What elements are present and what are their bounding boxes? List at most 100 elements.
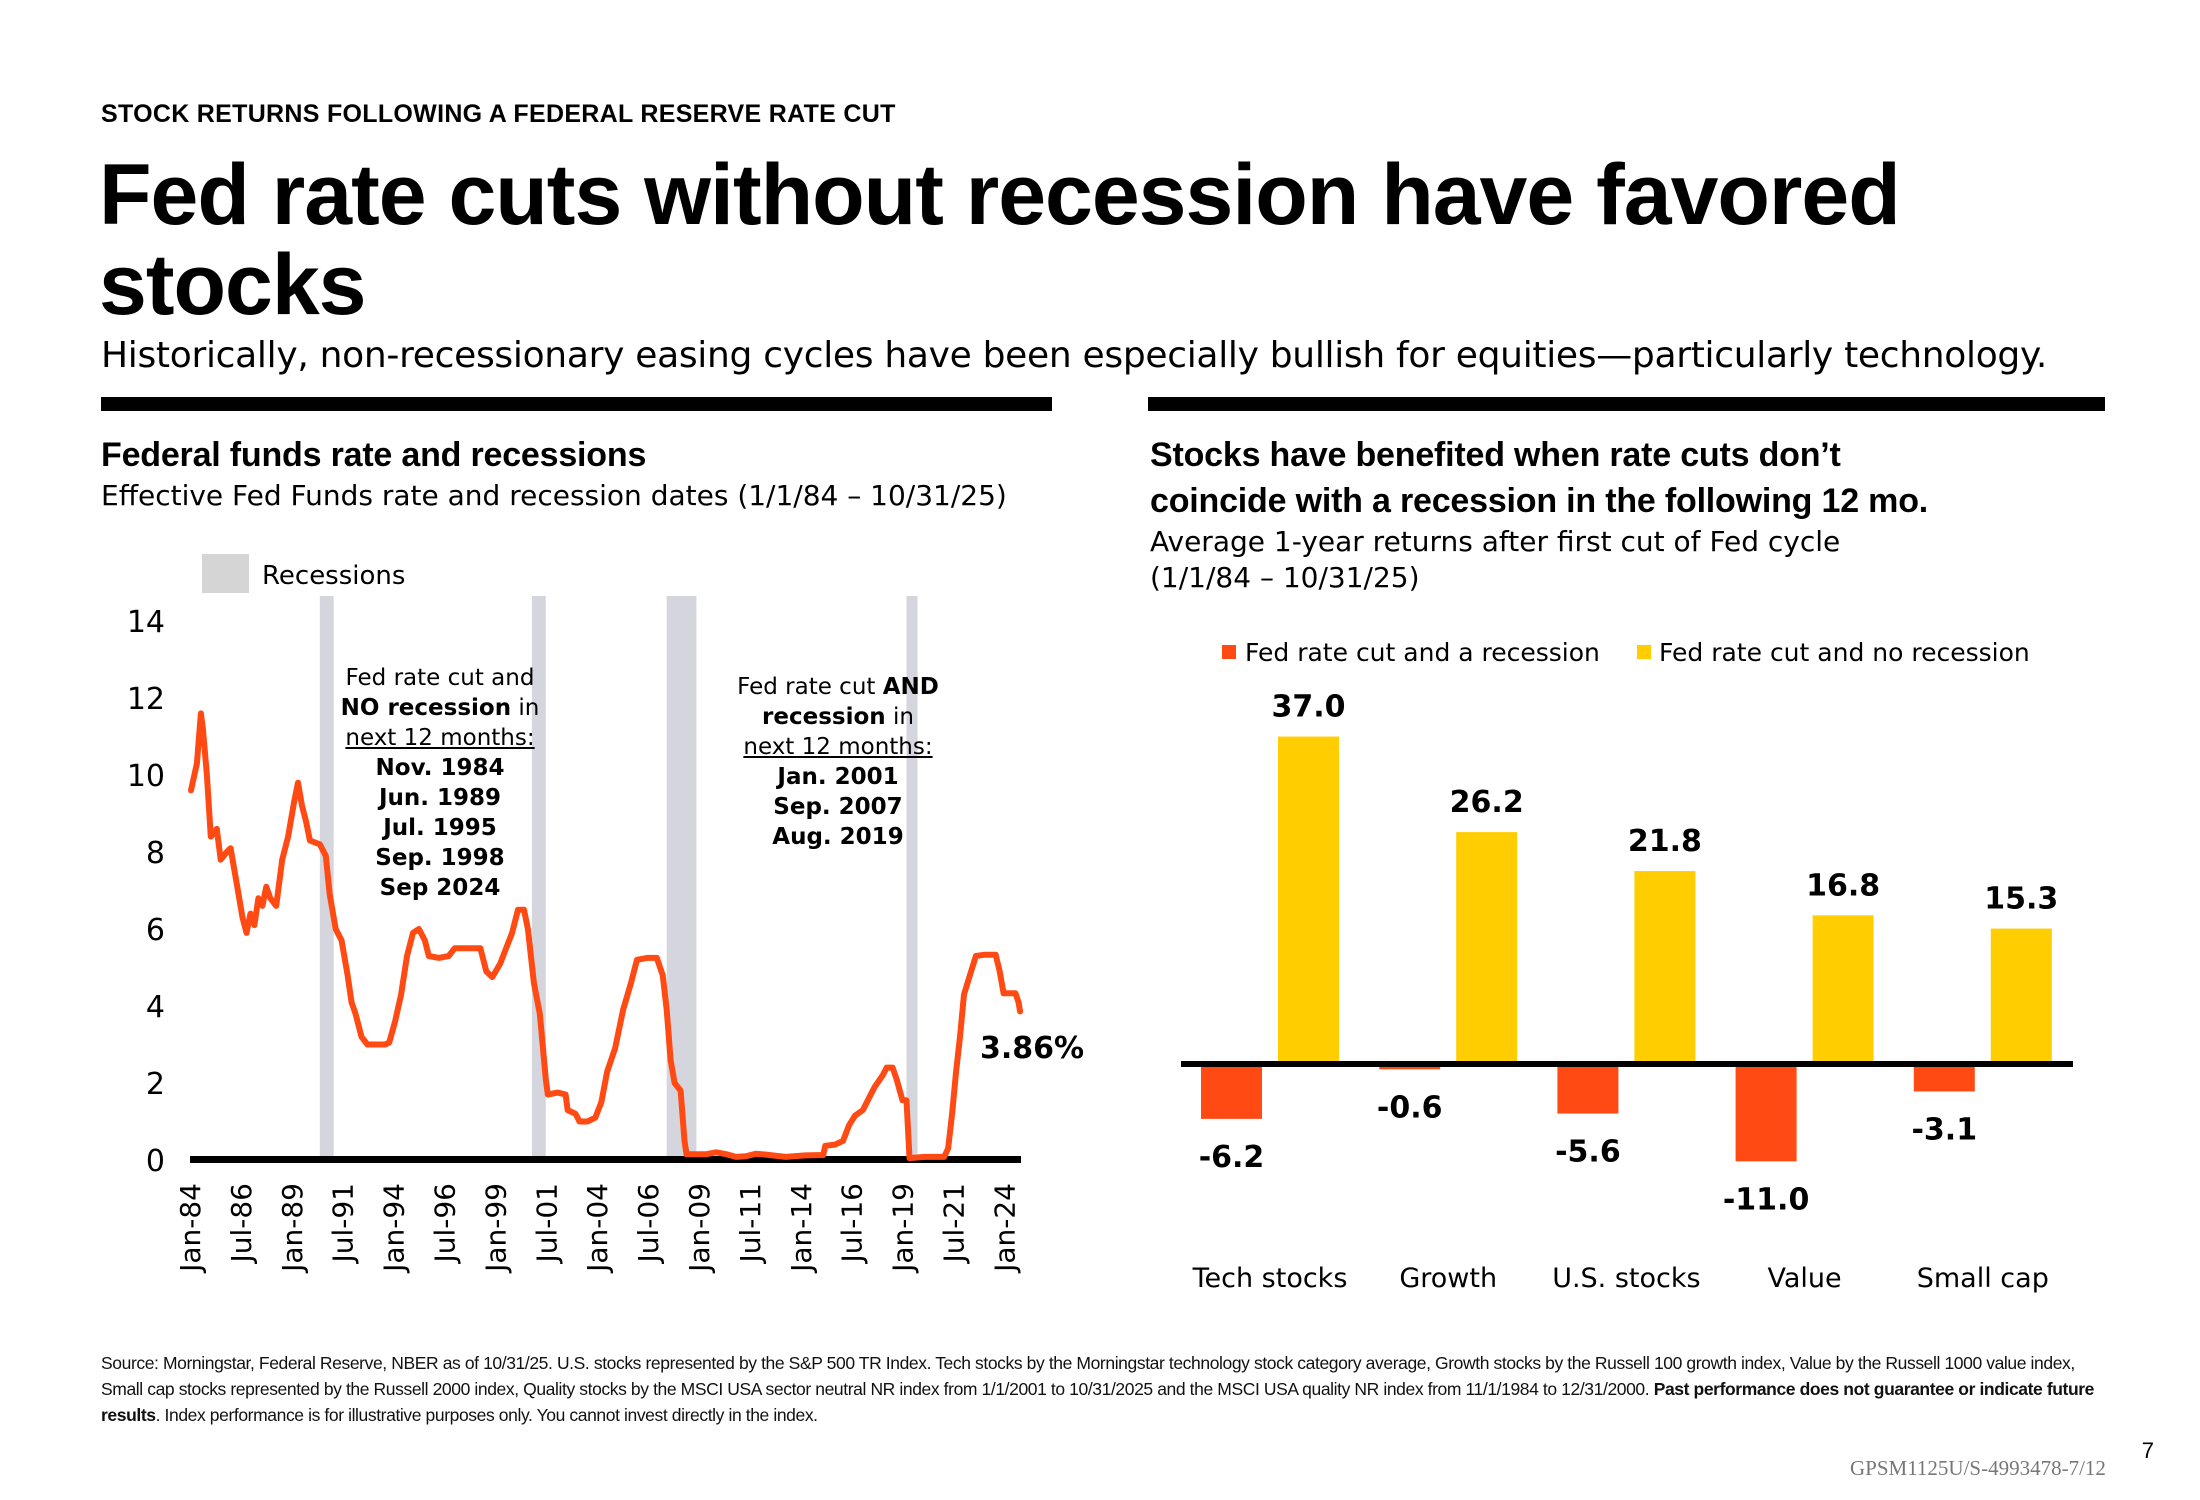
- y-tick-label: 4: [146, 990, 165, 1025]
- bar-no-recession-value-label: 15.3: [1984, 882, 2058, 917]
- annotation-recession-line2: recession in: [708, 702, 968, 732]
- page-title: Fed rate cuts without recession have fav…: [99, 147, 1901, 333]
- x-tick-label: Jan-24: [988, 1183, 1021, 1274]
- category-labels: Tech stocks Growth U.S. stocks Value Small c…: [1192, 1263, 2049, 1294]
- legend-recession-label: Recessions: [262, 561, 405, 591]
- bar-no-recession-value-label: 21.8: [1628, 824, 1702, 859]
- y-tick-label: 2: [146, 1067, 165, 1102]
- annotation-recession-in: in: [885, 704, 914, 730]
- y-tick-label: 12: [127, 682, 165, 717]
- bar-recession-value-label: -3.1: [1911, 1112, 1977, 1147]
- footnote-text: Source: Morningstar, Federal Reserve, NB…: [101, 1353, 2075, 1399]
- x-tick-label: Jul-86: [225, 1183, 258, 1265]
- x-tick-label: Jan-94: [378, 1183, 411, 1274]
- annotation-no-recession-line2: NO recession in: [330, 693, 550, 723]
- annotation-no-recession-line1: Fed rate cut and: [345, 665, 535, 691]
- bar-no-recession-value-label: 26.2: [1450, 785, 1524, 820]
- y-tick-label: 10: [127, 759, 165, 794]
- bar-no-recession-value-label: 37.0: [1271, 690, 1345, 725]
- legend-no-recession-swatch: [1637, 645, 1651, 659]
- x-tick-label: Jan-99: [479, 1183, 512, 1274]
- recession-band: [906, 596, 918, 1160]
- bar-no-recession-value-label: 16.8: [1806, 868, 1880, 903]
- x-tick-label: Jul-06: [632, 1183, 665, 1265]
- x-tick-label: Jul-96: [429, 1183, 462, 1265]
- document-code: GPSM1125U/S-4993478-7/12: [1850, 1456, 2106, 1480]
- x-tick-label: Jan-09: [683, 1183, 716, 1274]
- x-axis-ticks: Jan-84 Jul-86 Jan-89 Jul-91 Jan-94 Jul-96 Jan-…: [174, 1183, 1021, 1274]
- category-label: Value: [1768, 1263, 1842, 1294]
- annotation-no-recession-date: Nov. 1984: [375, 755, 505, 781]
- y-tick-label: 8: [146, 836, 165, 871]
- annotation-recession-line3: next 12 months:: [743, 734, 933, 760]
- x-tick-label: Jan-19: [887, 1183, 920, 1274]
- bar-recession-value-label: -5.6: [1555, 1135, 1621, 1170]
- x-tick-label: Jul-16: [836, 1183, 869, 1265]
- bar-recession-value-label: -6.2: [1199, 1140, 1265, 1175]
- bar-no-recession: [1990, 928, 2052, 1064]
- right-chart-subtitle-line2: (1/1/84 – 10/31/25): [1150, 561, 1420, 594]
- bars: -6.2 37.0 -0.6 26.2 -5.6 21.8 -11.0 16.8 -3.1 15.…: [1199, 690, 2059, 1218]
- category-label: Growth: [1399, 1263, 1497, 1294]
- annotation-recession: Fed rate cut AND recession in next 12 mo…: [708, 672, 968, 852]
- current-rate-label: 3.86%: [980, 1031, 1084, 1066]
- y-tick-label: 0: [146, 1144, 165, 1179]
- bar-recession: [1913, 1064, 1975, 1092]
- page-number: 7: [2141, 1438, 2154, 1463]
- bar-recession: [1735, 1064, 1797, 1162]
- fed-funds-rate-line: [188, 710, 1024, 1162]
- bar-recession-value-label: -11.0: [1723, 1182, 1809, 1217]
- bar-no-recession: [1278, 736, 1339, 1064]
- y-tick-label: 6: [146, 913, 165, 948]
- annotation-no-recession-date: Sep. 1998: [375, 845, 505, 871]
- x-tick-label: Jan-04: [581, 1183, 614, 1274]
- x-tick-label: Jan-89: [276, 1183, 309, 1274]
- legend-recession-swatch: [1222, 645, 1236, 659]
- source-footnote: Source: Morningstar, Federal Reserve, NB…: [101, 1350, 2101, 1428]
- annotation-no-recession: Fed rate cut and NO recession in next 12…: [330, 663, 550, 903]
- x-tick-label: Jul-91: [327, 1183, 360, 1265]
- category-label: Tech stocks: [1192, 1263, 1348, 1294]
- right-chart-title-line1: Stocks have benefited when rate cuts don…: [1150, 436, 1841, 474]
- annotation-no-recession-date: Sep 2024: [379, 875, 501, 901]
- annotation-no-recession-line3: next 12 months:: [345, 725, 535, 751]
- annotation-recession-bold: recession: [762, 704, 886, 730]
- annotation-no-recession-date: Jun. 1989: [378, 785, 502, 811]
- left-chart-subtitle: Effective Fed Funds rate and recession d…: [101, 479, 1007, 512]
- zero-axis-line: [190, 1156, 1021, 1163]
- right-chart-subtitle: Average 1-year returns after first cut o…: [1150, 524, 2050, 596]
- bar-no-recession: [1634, 871, 1696, 1064]
- annotation-recession-date: Sep. 2007: [773, 794, 903, 820]
- annotation-no-recession-dates: Nov. 1984 Jun. 1989 Jul. 1995 Sep. 1998 Sep …: [330, 753, 550, 903]
- left-chart-title: Federal funds rate and recessions: [101, 436, 647, 474]
- category-label: Small cap: [1917, 1263, 2049, 1294]
- annotation-recession-prefix: Fed rate cut: [737, 674, 883, 700]
- zero-baseline: [1181, 1061, 2073, 1067]
- x-tick-label: Jul-01: [530, 1183, 563, 1265]
- y-tick-label: 14: [127, 605, 165, 640]
- annotation-recession-dates: Jan. 2001 Sep. 2007 Aug. 2019: [708, 762, 968, 852]
- annotation-recession-date: Jan. 2001: [777, 764, 899, 790]
- x-tick-label: Jul-11: [734, 1183, 767, 1265]
- eyebrow-heading: STOCK RETURNS FOLLOWING A FEDERAL RESERV…: [101, 100, 896, 128]
- bar-recession: [1557, 1064, 1619, 1114]
- x-tick-label: Jan-14: [785, 1183, 818, 1274]
- legend-no-recession-label: Fed rate cut and no recession: [1659, 638, 2030, 667]
- annotation-recession-line1: Fed rate cut AND: [708, 672, 968, 702]
- annotation-recession-and: AND: [882, 674, 939, 700]
- bar-recession: [1201, 1064, 1262, 1119]
- annotation-no-recession-in: in: [511, 695, 540, 721]
- right-chart-title: Stocks have benefited when rate cuts don…: [1150, 432, 2150, 524]
- annotation-no-recession-bold: NO recession: [340, 695, 512, 721]
- left-section-rule: [101, 397, 1052, 411]
- returns-bar-chart: Fed rate cut and a recession Fed rate cu…: [1181, 638, 2073, 1294]
- y-axis-ticks: 0 2 4 6 8 10 12 14: [127, 605, 165, 1179]
- footnote-disclaimer: Past performance does not guarantee or i…: [101, 1379, 2095, 1425]
- right-chart-subtitle-line1: Average 1-year returns after first cut o…: [1150, 525, 1841, 558]
- legend-recession-label: Fed rate cut and a recession: [1245, 638, 1600, 667]
- x-tick-label: Jan-84: [174, 1183, 207, 1274]
- annotation-no-recession-date: Jul. 1995: [383, 815, 497, 841]
- page-subtitle: Historically, non-recessionary easing cy…: [101, 335, 2047, 376]
- category-label: U.S. stocks: [1552, 1263, 1700, 1294]
